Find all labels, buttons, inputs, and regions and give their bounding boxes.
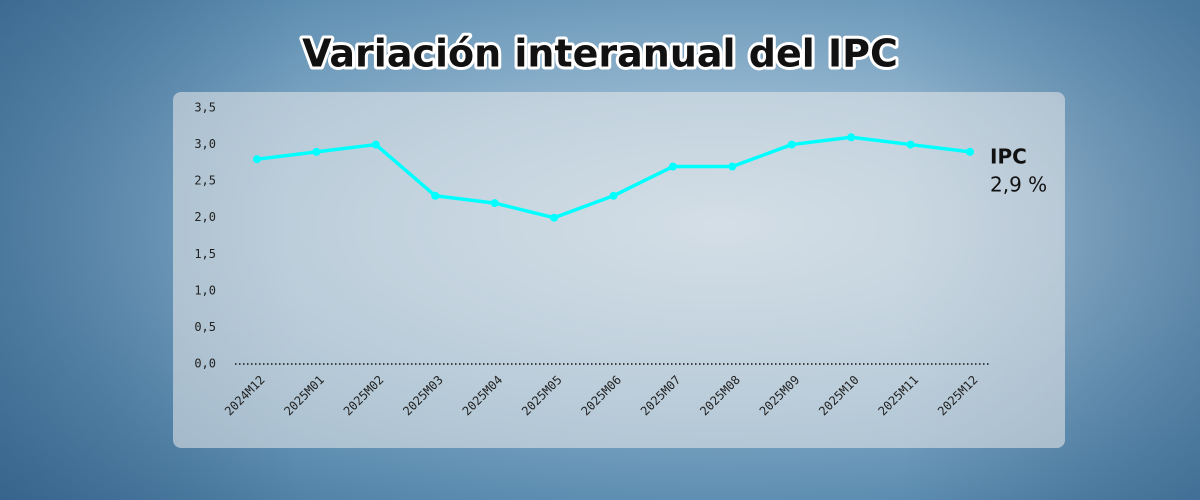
y-tick-label: 3,0	[194, 137, 216, 151]
data-point	[431, 191, 440, 200]
data-point	[668, 162, 677, 171]
value-label: 2,9 %	[990, 172, 1047, 196]
chart-panel	[173, 92, 1065, 448]
y-tick-label: 1,0	[194, 283, 216, 297]
data-point	[609, 191, 618, 200]
series-label: IPC	[990, 144, 1027, 168]
y-tick-label: 2,0	[194, 210, 216, 224]
y-tick-label: 3,5	[194, 101, 216, 115]
chart-title: Variación interanual del IPC	[302, 32, 898, 76]
y-tick-label: 1,5	[194, 247, 216, 261]
data-point	[371, 140, 380, 149]
data-point	[253, 155, 261, 164]
data-point	[906, 140, 915, 149]
data-point	[966, 147, 974, 156]
data-point	[312, 147, 321, 156]
data-point	[787, 140, 796, 149]
y-tick-label: 0,5	[194, 320, 216, 334]
data-point	[550, 213, 559, 222]
data-point	[847, 133, 856, 142]
data-point	[490, 199, 499, 208]
y-tick-label: 0,0	[194, 357, 216, 371]
y-tick-label: 2,5	[194, 174, 216, 188]
data-point	[728, 162, 737, 171]
